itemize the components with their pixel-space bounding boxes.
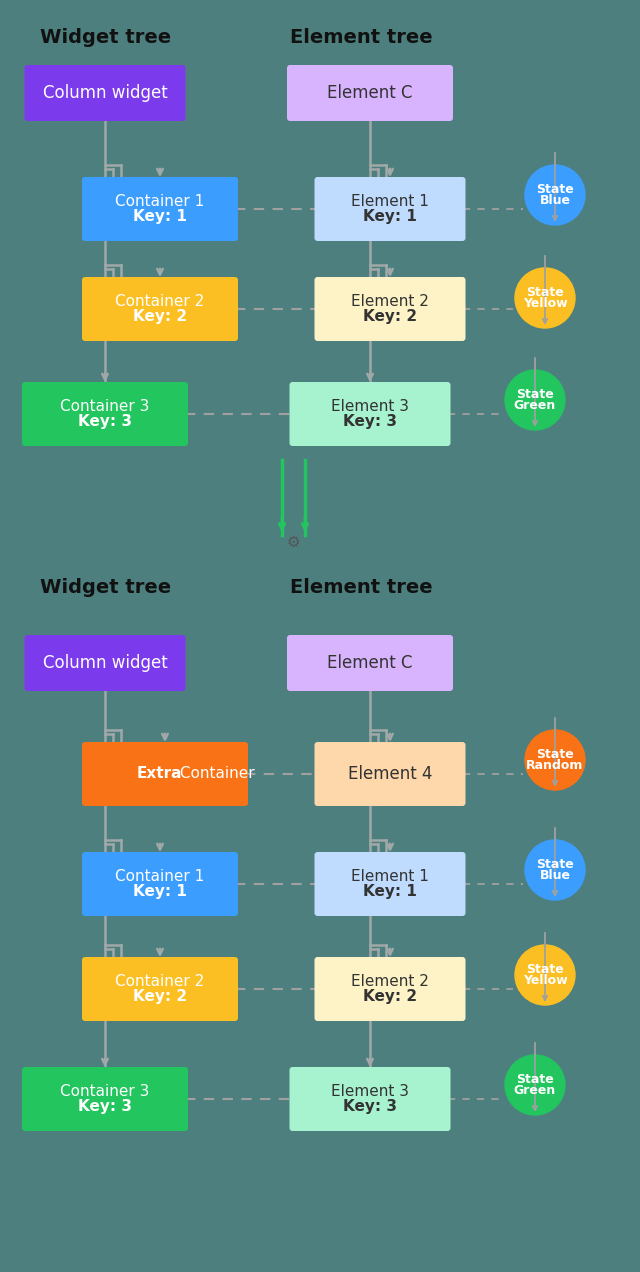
- Text: State: State: [536, 857, 574, 870]
- Text: Random: Random: [526, 759, 584, 772]
- Text: Element 2: Element 2: [351, 294, 429, 309]
- FancyBboxPatch shape: [22, 1067, 188, 1131]
- Text: State: State: [516, 1072, 554, 1085]
- Text: Element 1: Element 1: [351, 869, 429, 884]
- Text: Widget tree: Widget tree: [40, 577, 171, 597]
- FancyBboxPatch shape: [22, 382, 188, 446]
- Text: Container 3: Container 3: [60, 399, 150, 415]
- Text: Yellow: Yellow: [523, 974, 567, 987]
- FancyBboxPatch shape: [289, 382, 451, 446]
- Text: Key: 3: Key: 3: [78, 413, 132, 429]
- FancyBboxPatch shape: [24, 635, 186, 691]
- Text: State: State: [536, 748, 574, 761]
- Text: Key: 1: Key: 1: [363, 209, 417, 224]
- FancyBboxPatch shape: [314, 177, 465, 240]
- Text: State: State: [536, 183, 574, 196]
- Text: Key: 3: Key: 3: [78, 1099, 132, 1114]
- Circle shape: [505, 1054, 565, 1116]
- Text: Green: Green: [514, 1084, 556, 1098]
- Text: Container: Container: [175, 767, 255, 781]
- Text: Yellow: Yellow: [523, 298, 567, 310]
- Circle shape: [505, 370, 565, 430]
- Circle shape: [515, 945, 575, 1005]
- Text: Element 3: Element 3: [331, 399, 409, 415]
- FancyBboxPatch shape: [82, 957, 238, 1021]
- Text: Column widget: Column widget: [43, 84, 168, 102]
- FancyBboxPatch shape: [82, 852, 238, 916]
- FancyBboxPatch shape: [287, 635, 453, 691]
- Text: Element 2: Element 2: [351, 974, 429, 990]
- Text: Widget tree: Widget tree: [40, 28, 171, 47]
- FancyBboxPatch shape: [314, 277, 465, 341]
- Text: Element 4: Element 4: [348, 764, 432, 784]
- Text: Element tree: Element tree: [290, 577, 433, 597]
- Text: Container 1: Container 1: [115, 869, 205, 884]
- Text: Container 2: Container 2: [115, 294, 205, 309]
- Text: Container 1: Container 1: [115, 195, 205, 209]
- Text: Container 2: Container 2: [115, 974, 205, 990]
- Text: Key: 2: Key: 2: [133, 309, 187, 324]
- Text: State: State: [516, 388, 554, 401]
- FancyBboxPatch shape: [24, 65, 186, 121]
- FancyBboxPatch shape: [82, 742, 248, 806]
- Text: Key: 3: Key: 3: [343, 1099, 397, 1114]
- Text: Key: 2: Key: 2: [363, 988, 417, 1004]
- Text: Element 1: Element 1: [351, 195, 429, 209]
- Text: Green: Green: [514, 399, 556, 412]
- Text: Container 3: Container 3: [60, 1084, 150, 1099]
- Circle shape: [525, 730, 585, 790]
- Text: Extra: Extra: [137, 767, 182, 781]
- Text: Key: 3: Key: 3: [343, 413, 397, 429]
- FancyBboxPatch shape: [82, 177, 238, 240]
- Circle shape: [525, 840, 585, 901]
- FancyBboxPatch shape: [314, 852, 465, 916]
- Text: Element 3: Element 3: [331, 1084, 409, 1099]
- Text: Key: 1: Key: 1: [363, 884, 417, 899]
- Text: ⚙: ⚙: [286, 536, 300, 550]
- Text: Key: 1: Key: 1: [133, 209, 187, 224]
- Text: State: State: [526, 963, 564, 976]
- Text: Column widget: Column widget: [43, 654, 168, 672]
- Text: Element C: Element C: [327, 654, 413, 672]
- FancyBboxPatch shape: [287, 65, 453, 121]
- FancyBboxPatch shape: [82, 277, 238, 341]
- Text: Key: 2: Key: 2: [363, 309, 417, 324]
- Text: Key: 2: Key: 2: [133, 988, 187, 1004]
- Text: Element tree: Element tree: [290, 28, 433, 47]
- Circle shape: [525, 165, 585, 225]
- FancyBboxPatch shape: [314, 957, 465, 1021]
- Text: Blue: Blue: [540, 195, 570, 207]
- Text: Element C: Element C: [327, 84, 413, 102]
- FancyBboxPatch shape: [289, 1067, 451, 1131]
- Text: State: State: [526, 286, 564, 299]
- Circle shape: [515, 268, 575, 328]
- Text: Key: 1: Key: 1: [133, 884, 187, 899]
- Text: Blue: Blue: [540, 869, 570, 883]
- FancyBboxPatch shape: [314, 742, 465, 806]
